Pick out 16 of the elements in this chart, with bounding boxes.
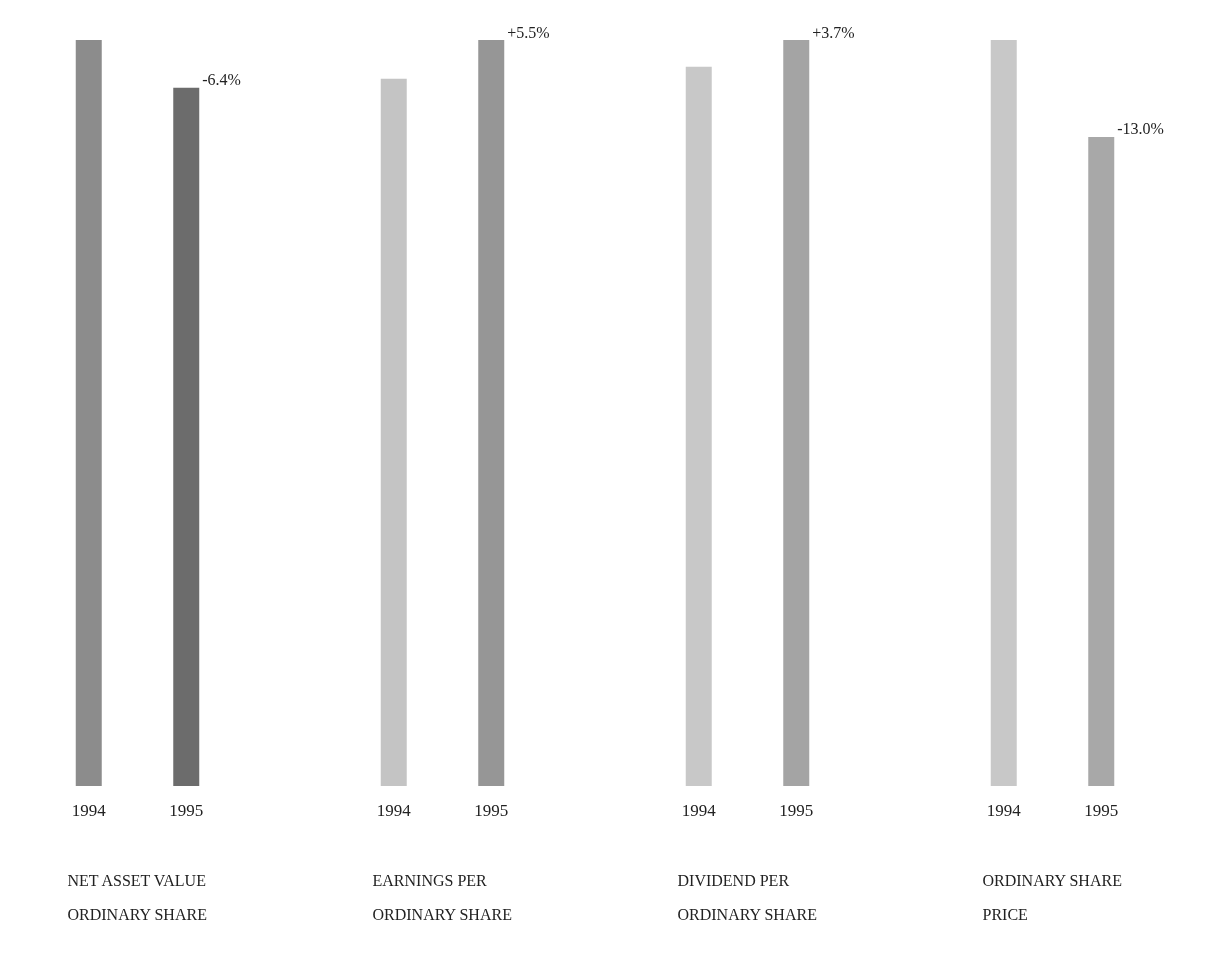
x-tick-label: 1994 (376, 801, 412, 820)
x-axis-title: ORDINARY SHARE PRICE (982, 871, 1126, 923)
x-tick-label: 1994 (681, 801, 717, 820)
x-axis-title: EARNINGS PER ORDINARY SHARE (372, 871, 512, 923)
annotation: +3.7% (812, 23, 855, 41)
x-tick-label: 1995 (779, 801, 814, 820)
annotation: +5.5% (507, 23, 550, 41)
annotation: -13.0% (1117, 120, 1164, 138)
x-tick-label: 1994 (71, 801, 107, 820)
x-axis-title: DIVIDEND PER ORDINARY SHARE (677, 871, 817, 923)
x-tick-label: 1995 (1084, 801, 1119, 820)
x-tick-label: 1994 (986, 801, 1022, 820)
x-tick-label: 1995 (474, 801, 509, 820)
x-axis-title: NET ASSET VALUE ORDINARY SHARE (67, 871, 210, 923)
annotation: -6.4% (202, 71, 241, 89)
x-tick-label: 1995 (169, 801, 204, 820)
